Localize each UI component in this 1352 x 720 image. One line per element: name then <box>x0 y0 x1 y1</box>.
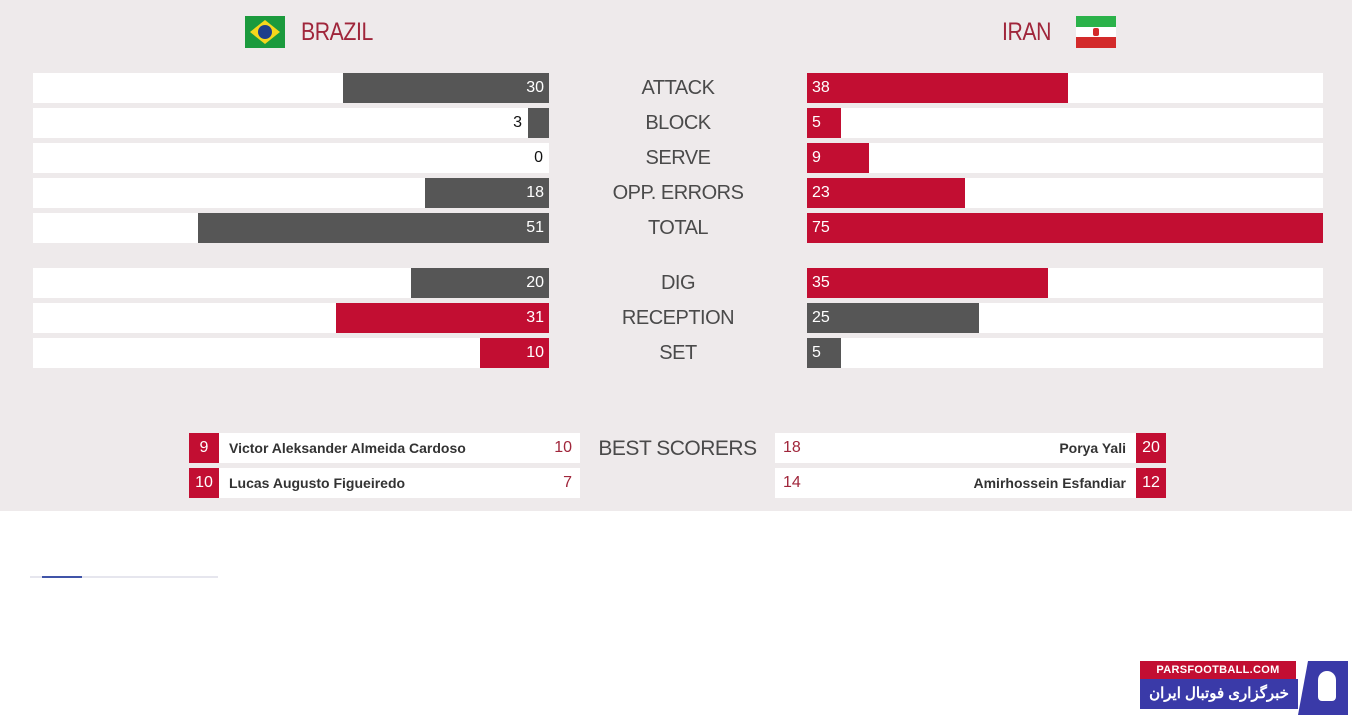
stat-left-track: 51 <box>33 213 549 243</box>
team-right-name: IRAN <box>1002 17 1052 46</box>
iran-flag-icon <box>1075 16 1116 48</box>
scorer-left-name: Lucas Augusto Figueiredo <box>229 475 406 491</box>
scorer-right-points: 14 <box>783 474 801 491</box>
stat-left-bar <box>411 268 549 298</box>
stat-right-bar <box>807 338 841 368</box>
stat-label: ATTACK <box>641 77 715 99</box>
stat-right-value: 35 <box>812 274 830 291</box>
scorer-right-name: Amirhossein Esfandiar <box>973 475 1127 491</box>
team-left: BRAZIL <box>245 14 386 50</box>
stat-left-track: 3 <box>33 108 549 138</box>
stat-right-value: 75 <box>812 219 830 236</box>
scorer-left-number: 10 <box>189 468 219 498</box>
stat-left-value: 18 <box>526 184 544 201</box>
stat-left-value: 20 <box>526 274 544 291</box>
stat-left-value: 31 <box>526 309 544 326</box>
team-right: IRAN <box>1002 14 1116 50</box>
stat-right-bar <box>807 143 869 173</box>
stat-label: TOTAL <box>647 217 709 239</box>
brazil-flag-icon <box>245 16 285 48</box>
stat-label: OPP. ERRORS <box>612 182 744 204</box>
stat-right-bar <box>807 178 965 208</box>
stat-left-value: 10 <box>526 344 544 361</box>
stat-right-bar <box>807 303 979 333</box>
stat-right-bar <box>807 108 841 138</box>
stat-right-value: 25 <box>812 309 830 326</box>
stat-right-track: 38 <box>807 73 1323 103</box>
scorer-right-number: 20 <box>1136 433 1166 463</box>
stat-right-track: 5 <box>807 108 1323 138</box>
stat-right-value: 5 <box>812 344 821 361</box>
player-logo-icon <box>1298 661 1348 715</box>
match-stats-panel: BRAZIL IRAN 30 ATTACK 38 3 BLOCK 5 0 SERVE 9 18 OP… <box>0 0 1352 511</box>
stat-right-value: 23 <box>812 184 830 201</box>
stat-label: SET <box>659 342 697 364</box>
stat-left-bar <box>528 108 549 138</box>
scorer-right-row: 18 Porya Yali <box>775 433 1136 463</box>
scorer-left-points: 10 <box>554 439 572 456</box>
stat-left-value: 30 <box>526 79 544 96</box>
stat-left-bar <box>343 73 549 103</box>
stat-right-track: 9 <box>807 143 1323 173</box>
stat-right-track: 23 <box>807 178 1323 208</box>
watermark-tagline: خبرگزاری فوتبال ایران <box>1140 679 1298 709</box>
stat-left-value: 51 <box>526 219 544 236</box>
stat-right-track: 25 <box>807 303 1323 333</box>
stat-left-track: 30 <box>33 73 549 103</box>
stat-left-track: 31 <box>33 303 549 333</box>
stat-left-bar <box>336 303 549 333</box>
stat-left-track: 20 <box>33 268 549 298</box>
team-left-name: BRAZIL <box>301 17 373 46</box>
stat-left-track: 18 <box>33 178 549 208</box>
stat-right-value: 38 <box>812 79 830 96</box>
scorer-right-row: 14 Amirhossein Esfandiar <box>775 468 1136 498</box>
stat-left-value: 0 <box>534 149 543 166</box>
scorer-left-row: Victor Aleksander Almeida Cardoso 10 <box>219 433 580 463</box>
scorer-left-name: Victor Aleksander Almeida Cardoso <box>229 440 466 456</box>
stat-right-bar <box>807 213 1323 243</box>
stat-left-bar <box>198 213 549 243</box>
stat-label: SERVE <box>645 147 711 169</box>
scorer-right-number: 12 <box>1136 468 1166 498</box>
scorer-left-number: 9 <box>189 433 219 463</box>
stat-left-track: 0 <box>33 143 549 173</box>
stat-right-value: 9 <box>812 149 821 166</box>
divider-line <box>30 576 218 578</box>
stat-left-track: 10 <box>33 338 549 368</box>
stat-label: RECEPTION <box>621 307 735 329</box>
stat-label: BLOCK <box>645 112 711 134</box>
scorer-right-points: 18 <box>783 439 801 456</box>
stat-left-bar <box>480 338 549 368</box>
stat-right-bar <box>807 268 1048 298</box>
stat-right-track: 75 <box>807 213 1323 243</box>
scorer-left-row: Lucas Augusto Figueiredo 7 <box>219 468 580 498</box>
scorer-left-points: 7 <box>563 474 572 491</box>
stat-label: DIG <box>660 272 696 294</box>
watermark: PARSFOOTBALL.COM خبرگزاری فوتبال ایران <box>1140 661 1348 715</box>
stat-left-bar <box>425 178 549 208</box>
best-scorers-label: BEST SCORERS <box>598 437 757 460</box>
watermark-site: PARSFOOTBALL.COM <box>1140 661 1296 679</box>
stat-right-value: 5 <box>812 114 821 131</box>
scorer-right-name: Porya Yali <box>1059 440 1126 456</box>
stat-right-track: 5 <box>807 338 1323 368</box>
stat-right-track: 35 <box>807 268 1323 298</box>
stat-left-value: 3 <box>513 114 522 131</box>
stat-right-bar <box>807 73 1068 103</box>
